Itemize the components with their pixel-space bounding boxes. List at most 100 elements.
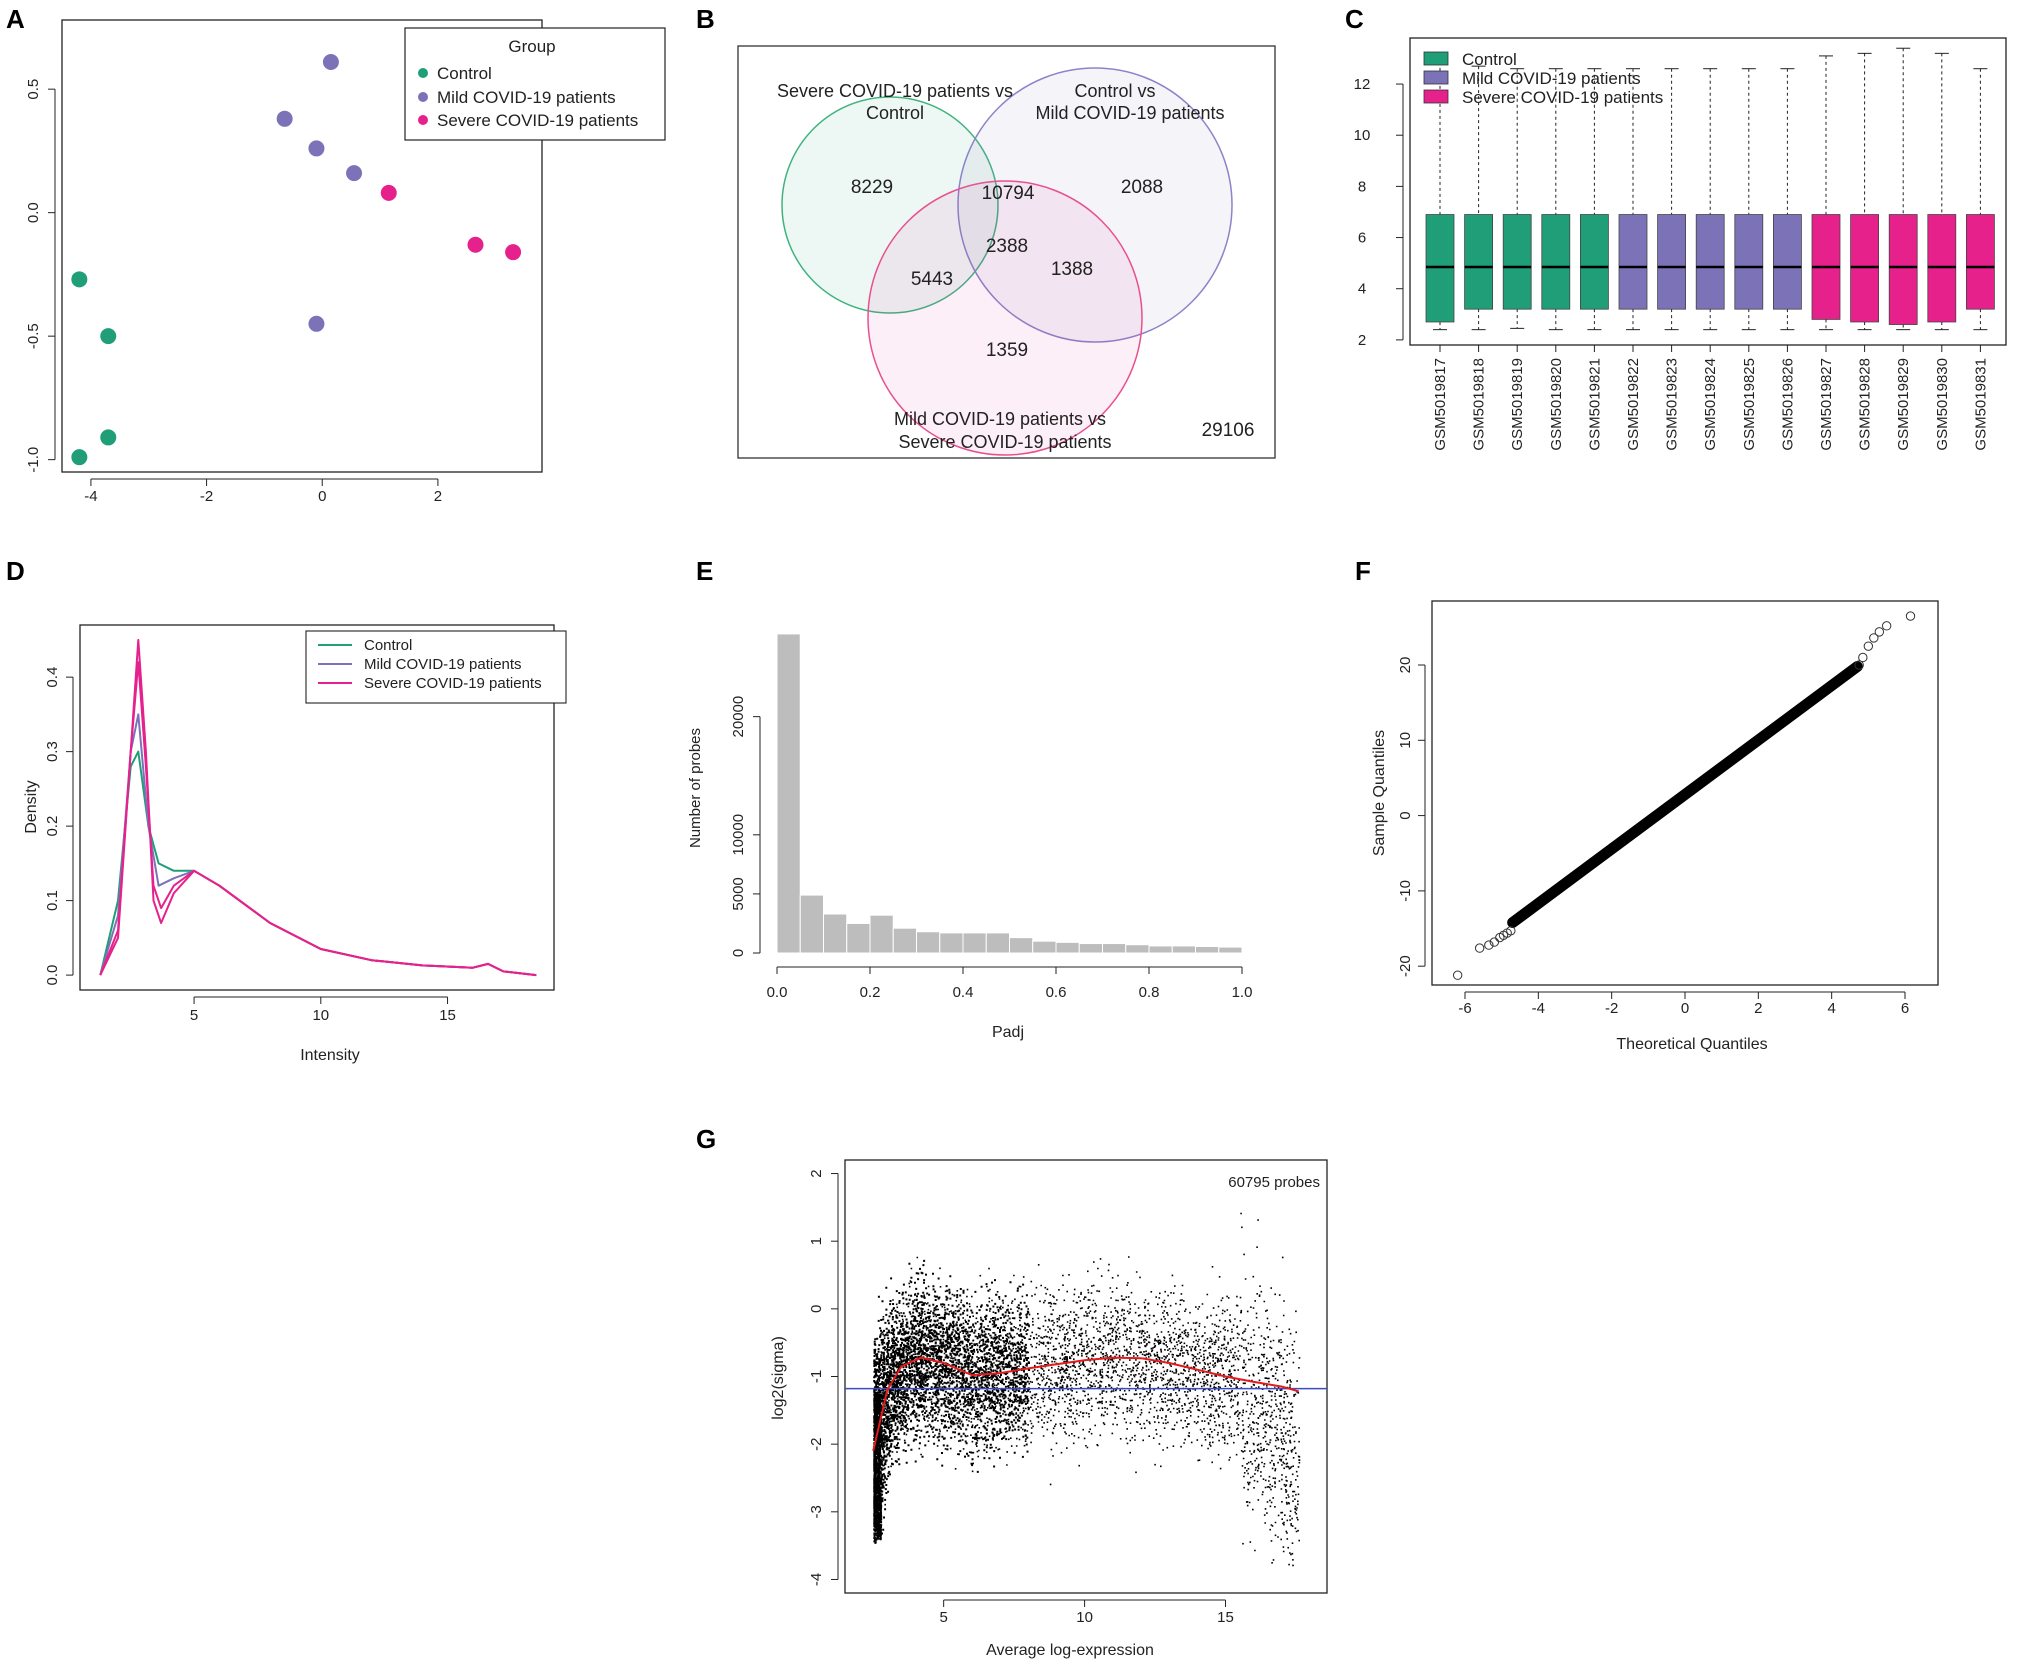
- panel-e-xlabel: Padj: [992, 1024, 1024, 1041]
- qq-point: [1869, 633, 1879, 643]
- hist-bar: [985, 932, 1010, 954]
- panel-f-x-tick-label: 6: [1901, 1000, 1909, 1017]
- box-GSM5019830: [1927, 214, 1957, 323]
- panel-f-x-tick-label: -4: [1532, 1000, 1545, 1017]
- panel-d-ylabel: Density: [23, 780, 40, 833]
- legend-label-control: Control: [437, 64, 492, 83]
- box-GSM5019831: [1966, 214, 1995, 310]
- panel-c-x-tick-label: GSM5019822: [1625, 358, 1642, 451]
- legend-dot-control: [418, 68, 428, 78]
- legend-dot-severe: [418, 115, 428, 125]
- pca-point: [308, 315, 325, 332]
- density-curve-control: [99, 750, 537, 977]
- panel-a-x-tick-label: -4: [84, 488, 97, 505]
- panel-d-density: 5 10 15 0.0 0.1 0.2 0.3 0.4 Control Mild COVID-…: [23, 624, 567, 1064]
- panel-g-meanvar: 5 10 15 -4 -3 -2 -1 0 1 2 60795 probes Average lo…: [770, 1159, 1328, 1659]
- panel-g-x-tick-label: 15: [1217, 1609, 1234, 1626]
- panel-c-x-tick-label: GSM5019827: [1818, 358, 1835, 451]
- panel-c-y-tick-label: 8: [1358, 178, 1366, 195]
- hist-bar: [939, 932, 964, 954]
- panel-e-y-tick-label: 0: [730, 949, 747, 957]
- panel-d-x-tick-label: 10: [312, 1007, 329, 1024]
- pca-point: [100, 429, 117, 446]
- panel-label-e: E: [696, 556, 713, 586]
- probe-point-cloud: [873, 1212, 1301, 1567]
- panel-c-x-tick-label: GSM5019821: [1586, 358, 1603, 451]
- panel-d-x-tick-label: 15: [439, 1007, 456, 1024]
- panel-e-histogram: 0.0 0.2 0.4 0.6 0.8 1.0 0 5000 10000 20000 Padj N…: [687, 633, 1252, 1041]
- panel-f-x-tick-label: -6: [1458, 1000, 1471, 1017]
- hist-bar: [962, 932, 987, 954]
- panel-g-xlabel: Average log-expression: [986, 1642, 1154, 1659]
- panel-d-legend: Control Mild COVID-19 patients Severe CO…: [305, 630, 567, 704]
- panel-f-x-tick-label: 0: [1681, 1000, 1689, 1017]
- panel-e-x-tick-label: 0.6: [1046, 984, 1067, 1001]
- panel-c-y-tick-label: 10: [1354, 127, 1371, 144]
- panel-c-x-tick-label: GSM5019817: [1432, 358, 1449, 451]
- qq-point-band: [1507, 661, 1863, 929]
- panel-g-y-tick-label: 1: [808, 1237, 825, 1245]
- hist-bar: [1055, 941, 1080, 954]
- panel-b-venn: Severe COVID-19 patients vs Control Cont…: [737, 45, 1276, 459]
- qq-point: [1489, 937, 1500, 947]
- qq-point: [1881, 621, 1892, 631]
- panel-g-y-tick-label: -3: [808, 1505, 825, 1518]
- panel-e-y-tick-label: 5000: [730, 877, 747, 910]
- lowess-trend-line: [872, 1356, 1300, 1452]
- panel-g-x-tick-label: 10: [1076, 1609, 1093, 1626]
- panel-c-x-tick-label: GSM5019826: [1779, 358, 1796, 451]
- panel-c-x-tick-label: GSM5019824: [1702, 358, 1719, 451]
- panel-f-y-tick-label: 0: [1397, 811, 1414, 819]
- panel-a-x-tick-label: 0: [318, 488, 326, 505]
- panel-a-frame: [61, 19, 543, 473]
- panel-a-pca: -4 -2 0 2 -1.0 -0.5 0.0 0.5 Group Control Mild …: [25, 19, 666, 505]
- pca-point: [308, 140, 325, 157]
- panel-g-y-tick-label: 0: [808, 1305, 825, 1313]
- venn-count-only1: 8229: [851, 177, 893, 198]
- hist-bar: [776, 633, 801, 954]
- box-GSM5019817: [1425, 214, 1455, 323]
- qq-point: [1484, 940, 1494, 950]
- panel-c-frame: [1409, 37, 2007, 346]
- hist-bar: [1148, 945, 1173, 954]
- hist-bar: [1218, 946, 1243, 954]
- panel-d-frame: [79, 624, 555, 991]
- panel-b-frame: [737, 45, 1276, 459]
- panel-f-y-tick-label: -10: [1397, 880, 1414, 902]
- panel-label-a: A: [6, 4, 25, 34]
- box-GSM5019819: [1502, 214, 1532, 310]
- legend-dot-mild: [418, 92, 428, 102]
- panel-c-x-tick-label: GSM5019830: [1934, 358, 1951, 451]
- legend-label-control: Control: [364, 637, 412, 654]
- box-GSM5019821: [1580, 214, 1609, 310]
- panel-a-y-tick-label: 0.5: [25, 79, 42, 100]
- panel-a-y-tick-label: -1.0: [25, 447, 42, 473]
- panel-f-y-tick-label: -20: [1397, 955, 1414, 977]
- legend-label-mild: Mild COVID-19 patients: [1462, 69, 1641, 88]
- venn-set3-label-line1: Mild COVID-19 patients vs: [894, 409, 1106, 429]
- panel-g-x-tick-label: 5: [939, 1609, 947, 1626]
- panel-d-y-tick-label: 0.4: [44, 667, 61, 688]
- legend-label-mild: Mild COVID-19 patients: [364, 656, 522, 673]
- panel-a-legend-title: Group: [508, 37, 555, 56]
- venn-set1-label-line1: Severe COVID-19 patients vs: [777, 81, 1013, 101]
- box-GSM5019828: [1850, 214, 1879, 323]
- box-GSM5019826: [1773, 214, 1802, 310]
- hist-bar: [892, 927, 917, 954]
- legend-swatch-control: [1423, 51, 1449, 66]
- panel-a-y-tick-label: 0.0: [25, 202, 42, 223]
- panel-d-y-tick-label: 0.2: [44, 816, 61, 837]
- panel-e-x-tick-label: 0.0: [767, 984, 788, 1001]
- panel-e-x-tick-label: 0.8: [1139, 984, 1160, 1001]
- hist-bar: [799, 894, 824, 954]
- panel-g-frame: [844, 1159, 1328, 1594]
- panel-c-x-tick-label: GSM5019829: [1895, 358, 1912, 451]
- panel-e-x-tick-label: 0.2: [860, 984, 881, 1001]
- legend-label-severe: Severe COVID-19 patients: [1462, 88, 1663, 107]
- panel-g-y-tick-label: -2: [808, 1437, 825, 1450]
- panel-label-b: B: [696, 4, 715, 34]
- qq-point: [1905, 611, 1916, 621]
- panel-c-x-tick-label: GSM5019825: [1741, 358, 1758, 451]
- qq-point: [1874, 627, 1885, 637]
